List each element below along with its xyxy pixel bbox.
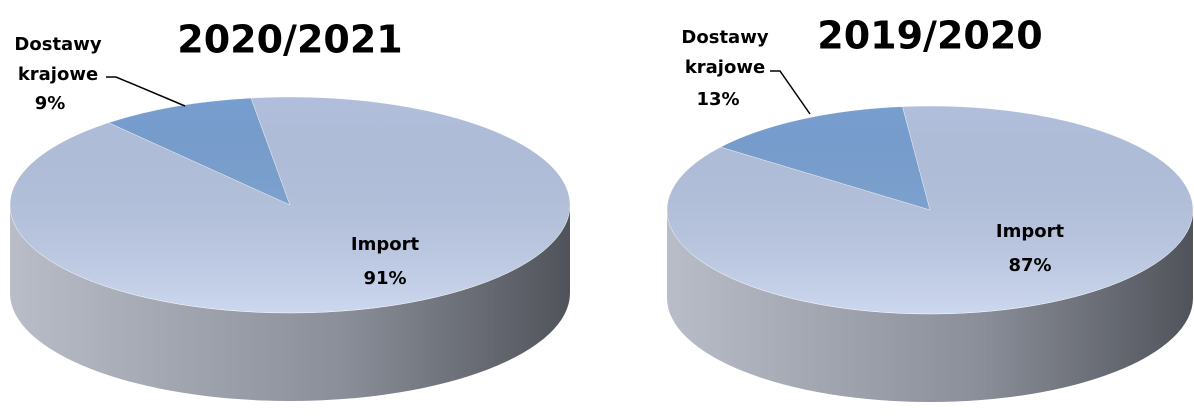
- slice-value-label: 9%: [35, 93, 66, 114]
- slice-value-label: 13%: [696, 89, 739, 110]
- chart-title: 2019/2020: [817, 14, 1042, 58]
- pie-side: [10, 205, 570, 401]
- chart-title: 2020/2021: [177, 18, 402, 62]
- leader-line: [770, 70, 811, 115]
- leader-line: [106, 76, 186, 107]
- slice-label: Import: [996, 221, 1065, 242]
- pie-slice: [9, 96, 571, 314]
- slice-value-label: 91%: [363, 268, 406, 289]
- pie-side: [667, 210, 1193, 402]
- slice-label: Dostawy krajowe: [14, 34, 101, 85]
- slice-value-label: 87%: [1008, 255, 1051, 276]
- slice-label: Dostawy krajowe: [681, 27, 768, 78]
- slice-label: Import: [351, 234, 420, 255]
